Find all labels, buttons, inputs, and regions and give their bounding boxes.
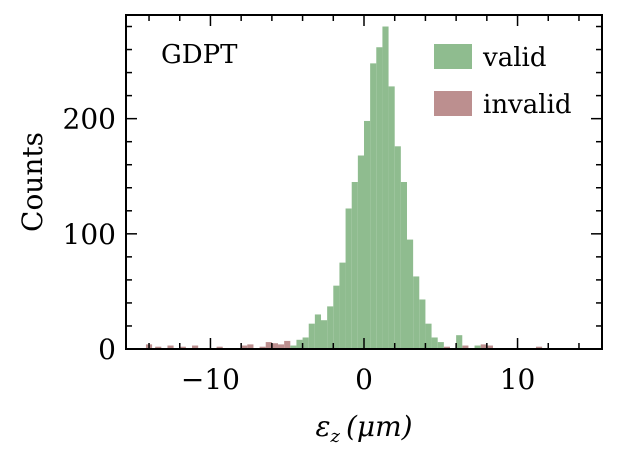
valid-bar-11 — [357, 155, 364, 349]
x-tick-label: 0 — [355, 363, 373, 396]
invalid-bar-17 — [535, 346, 543, 349]
valid-bar-12 — [364, 120, 371, 349]
valid-bar-26 — [474, 345, 481, 349]
valid-bar-24 — [437, 342, 444, 349]
valid-bar-22 — [425, 323, 432, 349]
y-axis-label: Counts — [16, 132, 49, 232]
valid-bar-14 — [376, 47, 383, 349]
valid-bar-1 — [296, 339, 303, 349]
invalid-bar-3 — [179, 346, 186, 349]
x-tick-label: −10 — [181, 363, 240, 396]
invalid-bar-12 — [284, 340, 291, 349]
valid-bar-20 — [413, 276, 420, 349]
valid-bar-8 — [339, 262, 346, 349]
valid-bar-9 — [345, 208, 352, 349]
valid-bar-4 — [314, 314, 322, 349]
valid-bars — [290, 26, 481, 350]
invalid-bar-1 — [155, 346, 162, 349]
x-tick-label: 10 — [500, 363, 536, 396]
invalid-bar-13 — [443, 346, 450, 349]
valid-bar-0 — [290, 345, 297, 349]
valid-bar-10 — [351, 182, 358, 349]
invalid-bar-6 — [241, 345, 248, 349]
valid-bar-21 — [419, 299, 426, 349]
invalid-bar-15 — [480, 344, 487, 349]
valid-bar-15 — [382, 26, 389, 349]
x-axis-label: εz (μm) — [315, 410, 412, 447]
valid-bar-2 — [302, 337, 309, 349]
valid-bar-25 — [456, 335, 463, 349]
plot-frame — [125, 14, 603, 350]
valid-bar-3 — [308, 323, 315, 349]
y-tick-label: 100 — [63, 218, 116, 251]
valid-bar-5 — [321, 320, 328, 349]
legend-label-valid: valid — [482, 43, 546, 73]
y-tick-label: 0 — [98, 333, 116, 366]
x-axis-label-subscript: z — [329, 426, 340, 447]
invalid-bar-11 — [278, 344, 285, 349]
valid-bar-6 — [327, 306, 334, 349]
invalid-bars — [145, 340, 543, 349]
legend: valid invalid — [434, 43, 572, 120]
invalid-bar-14 — [462, 345, 469, 349]
invalid-bar-16 — [486, 345, 493, 349]
valid-bar-16 — [388, 86, 395, 350]
invalid-bar-10 — [271, 343, 279, 349]
legend-swatch-invalid — [434, 91, 472, 116]
invalid-bar-7 — [247, 344, 254, 349]
legend-label-invalid: invalid — [483, 90, 572, 120]
valid-bar-23 — [431, 337, 438, 349]
valid-bar-17 — [394, 146, 401, 349]
invalid-bar-9 — [265, 342, 272, 349]
invalid-bar-8 — [259, 346, 266, 349]
valid-bar-18 — [400, 182, 407, 349]
valid-bar-19 — [406, 239, 414, 349]
valid-bar-13 — [370, 63, 377, 350]
x-axis-label-unit: (μm) — [346, 410, 413, 443]
x-axis-label-symbol: ε — [315, 410, 330, 443]
invalid-bar-2 — [167, 345, 174, 349]
invalid-bar-5 — [216, 346, 223, 349]
annotation-text: GDPT — [161, 40, 238, 70]
invalid-bar-4 — [192, 345, 199, 349]
y-tick-label: 200 — [63, 103, 116, 136]
valid-bar-7 — [333, 285, 340, 349]
legend-swatch-valid — [434, 44, 472, 69]
